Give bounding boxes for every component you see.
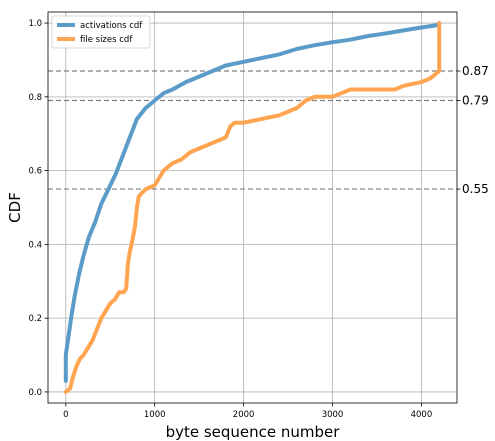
x-tick-label: 0: [63, 410, 68, 420]
y-tick-label: 0.4: [28, 240, 42, 250]
x-tick-label: 1000: [144, 410, 166, 420]
legend-box: [51, 15, 151, 49]
series-lines: [63, 21, 442, 394]
y-tick-label: 0.2: [28, 314, 42, 324]
x-axis-label: byte sequence number: [166, 423, 341, 441]
legend-label: activations cdf: [80, 21, 143, 31]
legend-label: file sizes cdf: [80, 35, 133, 45]
y-tick-label: 1.0: [28, 19, 42, 29]
x-axis-ticks: 0 1000 2000 3000 4000: [63, 403, 432, 420]
x-tick-label: 2000: [233, 410, 255, 420]
series-line-2: [63, 21, 442, 394]
reference-label: 0.55: [462, 182, 489, 196]
legend: activations cdf file sizes cdf: [51, 15, 151, 49]
series-line-1: [63, 21, 442, 383]
reference-label: 0.79: [462, 94, 489, 108]
y-tick-label: 0.0: [28, 388, 42, 398]
plot-frame: [47, 11, 458, 404]
y-axis-label: CDF: [6, 192, 24, 223]
reference-labels: 0.87 0.79 0.55: [457, 64, 489, 196]
x-tick-label: 4000: [411, 410, 433, 420]
y-tick-label: 0.6: [28, 167, 42, 177]
y-axis-ticks: 0.0 0.2 0.4 0.6 0.8 1.0: [28, 19, 48, 398]
reference-label: 0.87: [462, 64, 489, 78]
reference-lines: [48, 70, 457, 190]
x-tick-label: 3000: [322, 410, 344, 420]
y-tick-label: 0.8: [28, 93, 42, 103]
